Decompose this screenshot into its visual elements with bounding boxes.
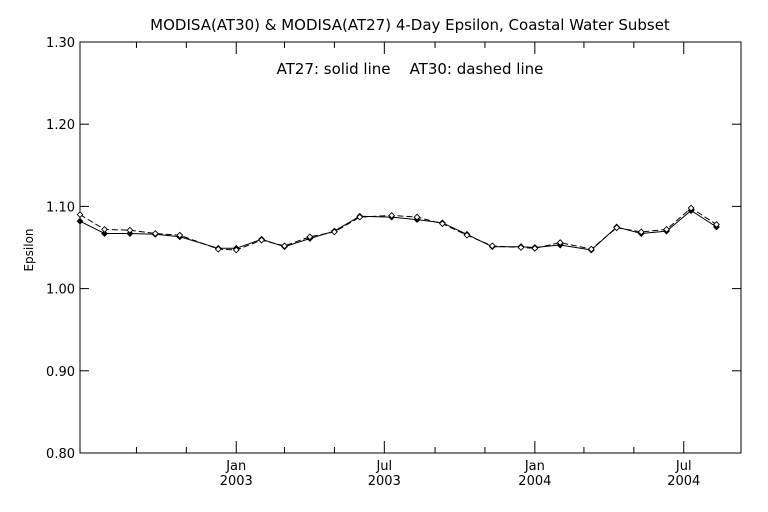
y-tick-label: 1.10 [46,200,75,215]
x-tick-label-month: Jan [225,459,246,474]
data-point-at30 [517,244,525,251]
data-point-at30 [413,213,421,221]
data-point-at30 [637,228,645,236]
data-point-at30 [356,213,364,221]
data-point-at30 [176,231,184,239]
data-point-at30 [713,221,720,228]
data-point-at30 [488,242,496,250]
y-axis-label: Epsilon [22,228,36,271]
series-line-at30 [79,207,717,251]
data-point-at30 [76,211,84,219]
data-point-at30 [531,244,539,252]
y-tick-label: 1.20 [46,118,75,133]
data-point-at30 [214,245,222,253]
series-group [76,204,720,254]
data-point-at30 [306,233,314,241]
data-point-at30 [687,204,695,212]
data-point-at30 [258,236,266,244]
data-point-at27 [101,230,108,237]
x-tick-label-year: 2003 [220,474,253,489]
x-tick-label-month: Jul [675,459,692,474]
x-tick-label-month: Jan [524,459,545,474]
data-point-at30 [330,228,338,236]
chart-annotation: AT27: solid line AT30: dashed line [277,60,544,78]
data-point-at30 [587,245,595,253]
axes-group: 0.800.901.001.101.201.30Jan2003Jul2003Ja… [46,36,741,489]
data-point-at30 [232,246,240,254]
plot-frame [79,41,742,454]
x-tick-label-year: 2003 [368,474,401,489]
data-point-at30 [463,231,471,239]
x-tick-label-year: 2004 [667,474,700,489]
data-point-at30 [556,239,564,247]
data-point-at27 [76,217,84,225]
data-point-at30 [438,220,446,228]
x-tick-label-month: Jul [375,459,392,474]
data-point-at30 [151,230,159,237]
data-point-at30 [126,226,134,234]
data-point-at30 [613,224,621,232]
series-line-at27 [79,209,717,251]
chart-title: MODISA(AT30) & MODISA(AT27) 4-Day Epsilo… [150,16,670,34]
y-tick-label: 1.30 [46,36,75,51]
data-point-at30 [281,242,288,250]
data-point-at30 [663,225,670,233]
y-tick-label: 0.80 [46,447,75,462]
y-tick-label: 0.90 [46,365,75,380]
x-tick-label-year: 2004 [518,474,551,489]
y-tick-label: 1.00 [46,283,75,298]
data-point-at30 [388,212,396,219]
data-point-at30 [101,225,108,233]
